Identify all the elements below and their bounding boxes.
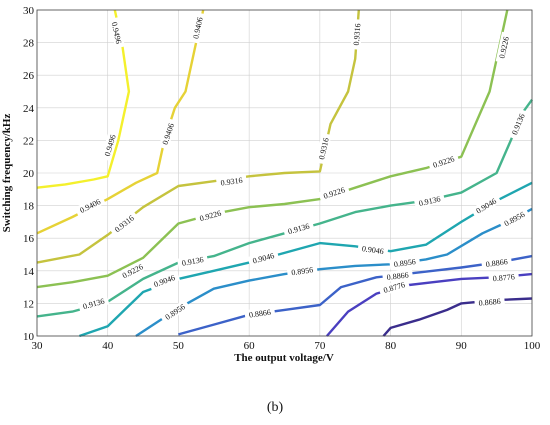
contour-line-0.8866: [178, 254, 533, 336]
y-tick-label: 24: [23, 103, 35, 115]
contour-label-bg: [100, 129, 119, 162]
contour-label-bg: [189, 12, 206, 44]
contour-label-bg: [159, 299, 191, 324]
contour-line-0.9046: [79, 181, 533, 338]
contour-label-bg: [244, 306, 276, 321]
contour-label-text: 0.8686: [478, 297, 501, 308]
contour-label-bg: [108, 17, 125, 49]
contour-line-0.8956: [135, 207, 533, 338]
contour-label-0.8866: 0.8866: [481, 255, 513, 270]
y-tick-label: 18: [23, 201, 35, 213]
contour-label-bg: [413, 192, 446, 209]
x-tick-label: 100: [524, 340, 541, 352]
plot-frame: [36, 9, 533, 337]
x-tick-labels: 30 40 50 60 70 80 90 100: [32, 340, 541, 352]
contour-label-bg: [470, 193, 502, 218]
contour-label-bg: [389, 255, 421, 270]
contour-label-0.8956: 0.8956: [286, 263, 318, 278]
y-tick-label: 22: [23, 135, 34, 147]
y-tick-label: 14: [23, 266, 35, 278]
y-axis-title: Switching frequency/kHz: [1, 114, 13, 233]
contour-label-text: 0.8866: [386, 270, 409, 281]
contour-label-0.8866: 0.8866: [244, 306, 276, 321]
contour-label-bg: [176, 253, 209, 269]
contour-label-bg: [474, 295, 505, 309]
contour-label-0.9136: 0.9136: [176, 253, 209, 269]
x-tick-label: 90: [456, 340, 468, 352]
contour-chart: 0.94960.94960.94060.94060.94060.93160.93…: [1, 5, 541, 364]
y-tick-label: 28: [23, 38, 35, 50]
x-axis-title: The output voltage/V: [234, 352, 334, 364]
contour-label-0.9046: 0.9046: [357, 242, 389, 257]
x-tick-label: 80: [385, 340, 397, 352]
contour-label-bg: [286, 263, 318, 278]
contour-label-bg: [215, 174, 248, 189]
contour-label-bg: [350, 19, 363, 50]
x-tick-label: 40: [102, 340, 114, 352]
contour-label-text: 0.9316: [220, 176, 243, 188]
contour-label-text: 0.8956: [393, 257, 416, 269]
contour-label-bg: [498, 207, 530, 231]
contour-label-text: 0.9046: [361, 244, 384, 256]
y-tick-label: 26: [23, 70, 35, 82]
contour-line-0.9496: [36, 9, 131, 189]
contour-label-0.9316: 0.9316: [350, 19, 363, 50]
y-tick-label: 20: [23, 168, 35, 180]
contour-label-bg: [488, 270, 520, 284]
contour-label-0.8956: 0.8956: [389, 255, 421, 270]
y-tick-label: 12: [23, 298, 34, 310]
contour-line-0.9136: [36, 98, 533, 318]
contour-label-bg: [378, 278, 410, 297]
contour-label-bg: [357, 242, 389, 257]
contour-label-bg: [116, 259, 149, 283]
x-tick-label: 70: [314, 340, 326, 352]
contour-line-0.9316: [36, 9, 360, 264]
contour-label-bg: [481, 255, 513, 270]
contour-label-bg: [318, 183, 350, 202]
y-tick-label: 10: [23, 331, 35, 343]
contour-label-bg: [495, 31, 512, 64]
contour-label-bg: [247, 248, 280, 267]
contour-label-text: 0.8956: [291, 265, 314, 277]
contour-label-0.8686: 0.8686: [474, 295, 505, 309]
contour-label-text: 0.8776: [492, 272, 515, 283]
y-tick-label: 16: [23, 233, 35, 245]
contour-label-text: 0.8866: [248, 308, 271, 320]
y-tick-label: 30: [23, 5, 35, 17]
y-tick-labels: 10 12 14 16 18 20 22 24 26 28 30: [23, 5, 35, 343]
contour-label-bg: [158, 118, 178, 150]
contour-label-bg: [427, 152, 460, 171]
contour-label-bg: [148, 270, 181, 291]
contour-label-text: 0.9136: [181, 255, 204, 268]
x-tick-label: 50: [173, 340, 185, 352]
contour-line-0.9226: [36, 9, 509, 289]
contour-label-bg: [507, 108, 529, 140]
contour-label-0.9316: 0.9316: [215, 174, 248, 189]
contour-label-text: 0.9316: [352, 23, 363, 46]
contour-label-bg: [74, 194, 106, 217]
contour-label-bg: [77, 294, 110, 313]
contour-label-bg: [282, 219, 315, 238]
contour-label-0.8776: 0.8776: [488, 270, 520, 284]
contour-label-bg: [194, 206, 227, 225]
contour-label-bg: [315, 132, 332, 165]
x-tick-label: 60: [244, 340, 256, 352]
contour-label-text: 0.8866: [485, 257, 508, 269]
figure-caption: (b): [266, 400, 284, 415]
x-tick-label: 30: [32, 340, 44, 352]
contour-label-bg: [109, 210, 139, 237]
